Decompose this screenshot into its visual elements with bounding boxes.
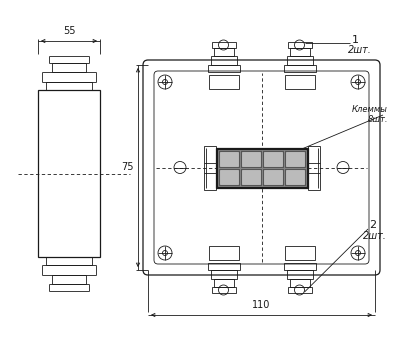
Bar (286, 56, 312, 65)
Bar (210, 56, 236, 65)
Bar (208, 263, 240, 270)
Bar (218, 149, 240, 168)
Bar (214, 48, 234, 56)
Text: Клеммы: Клеммы (352, 105, 388, 114)
Bar (242, 169, 260, 183)
Bar (264, 169, 282, 183)
Bar (242, 152, 260, 166)
Text: 55: 55 (63, 26, 75, 36)
Text: 75: 75 (122, 162, 134, 173)
Bar (204, 146, 216, 189)
Text: 2шт.: 2шт. (363, 231, 387, 241)
Bar (208, 246, 238, 260)
Bar (286, 152, 304, 166)
Bar (264, 152, 282, 166)
Text: 2шт.: 2шт. (348, 45, 372, 55)
Bar (38, 90, 100, 257)
Bar (290, 48, 310, 56)
Bar (220, 169, 238, 183)
Bar (286, 169, 304, 183)
Bar (218, 168, 240, 186)
Bar (284, 263, 316, 270)
Bar (240, 168, 262, 186)
Bar (210, 270, 236, 279)
Bar (284, 149, 306, 168)
Bar (284, 168, 306, 186)
Bar (212, 287, 236, 293)
Bar (284, 65, 316, 72)
Text: 110: 110 (252, 300, 271, 310)
Bar (262, 168, 284, 186)
Bar (212, 42, 236, 48)
Bar (240, 149, 262, 168)
Bar (208, 75, 238, 89)
Bar (284, 75, 314, 89)
Bar (220, 152, 238, 166)
Bar (208, 65, 240, 72)
Text: 1: 1 (352, 35, 358, 45)
Bar (288, 287, 312, 293)
Text: 2: 2 (370, 220, 376, 230)
Bar (290, 279, 310, 287)
Bar (216, 147, 308, 188)
Bar (308, 146, 320, 189)
Bar (288, 42, 312, 48)
Bar (286, 270, 312, 279)
Text: 8шт.: 8шт. (368, 114, 388, 124)
Bar (214, 279, 234, 287)
Bar (284, 246, 314, 260)
Bar (262, 149, 284, 168)
